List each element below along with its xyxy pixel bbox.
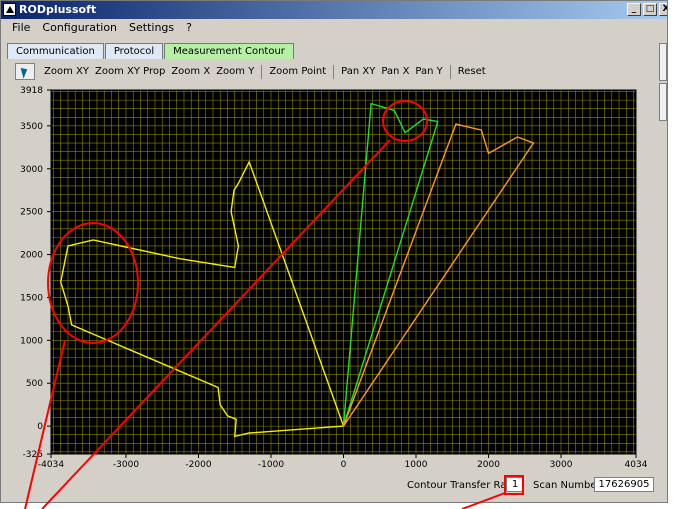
tab-communication[interactable]: Communication <box>7 43 104 59</box>
scan-number-value: 17626905 <box>594 477 654 492</box>
x-tick-label: 3000 <box>550 460 573 470</box>
x-tick-label: -1000 <box>258 460 284 470</box>
toolbar-separator <box>333 64 335 79</box>
menu-bar: File Configuration Settings ? <box>1 20 192 36</box>
y-tick-label: 3918 <box>20 86 43 96</box>
x-tick-label: -4034 <box>38 460 64 470</box>
side-tab-strip <box>659 43 667 123</box>
side-tab-contour[interactable] <box>659 83 667 121</box>
maximize-button[interactable]: □ <box>643 3 657 16</box>
contour-series-2 <box>342 123 535 427</box>
title-bar: RODplussoft _ □ X <box>1 1 667 19</box>
minimize-button[interactable]: _ <box>627 3 641 16</box>
status-bar: Contour Transfer Rate 1 Scan Number: 176… <box>1 475 667 497</box>
zoom-y-button[interactable]: Zoom Y <box>216 66 255 77</box>
transfer-rate-label: Contour Transfer Rate <box>407 480 517 491</box>
pan-x-button[interactable]: Pan X <box>381 66 410 77</box>
y-tick-label: 3000 <box>20 165 43 175</box>
x-tick-label: 2000 <box>477 460 500 470</box>
tab-protocol[interactable]: Protocol <box>104 43 164 59</box>
tab-strip: Communication Protocol Measurement Conto… <box>7 43 295 59</box>
x-tick-label: -3000 <box>113 460 139 470</box>
contour-plot-area[interactable]: -4034 -3000 -2000 -1000 0 1000 2000 3000 4034 391… <box>4 82 656 474</box>
y-tick-label: 500 <box>26 379 43 389</box>
x-tick-label: -2000 <box>185 460 211 470</box>
x-tick-label: 4034 <box>625 460 648 470</box>
y-tick-label: 3500 <box>20 122 43 132</box>
chart-toolbar: Zoom XY Zoom XY Prop Zoom X Zoom Y Zoom … <box>15 63 489 80</box>
y-tick-label: 1500 <box>20 293 43 303</box>
zoom-xy-button[interactable]: Zoom XY <box>44 66 89 77</box>
pan-xy-button[interactable]: Pan XY <box>341 66 376 77</box>
toolbar-separator <box>449 64 451 79</box>
x-tick-label: 1000 <box>405 460 428 470</box>
window-title: RODplussoft <box>19 3 97 16</box>
pan-y-button[interactable]: Pan Y <box>415 66 443 77</box>
window-controls: _ □ X <box>627 3 667 16</box>
zoom-point-button[interactable]: Zoom Point <box>269 66 327 77</box>
menu-help[interactable]: ? <box>186 21 192 34</box>
reset-button[interactable]: Reset <box>457 66 486 77</box>
y-tick-label: 2000 <box>20 251 43 261</box>
y-tick-label: -325 <box>23 450 43 460</box>
y-tick-label: 1000 <box>20 336 43 346</box>
y-tick-label: 0 <box>37 422 43 432</box>
tab-measurement-contour[interactable]: Measurement Contour <box>164 43 294 59</box>
menu-configuration[interactable]: Configuration <box>42 21 118 34</box>
pointer-arrow-icon[interactable] <box>15 63 35 80</box>
zoom-x-button[interactable]: Zoom X <box>171 66 211 77</box>
scan-number-label: Scan Number: <box>533 480 604 491</box>
toolbar-separator <box>261 64 263 79</box>
x-tick-label: 0 <box>341 460 347 470</box>
close-button[interactable]: X <box>659 3 667 16</box>
y-tick-label: 2500 <box>20 208 43 218</box>
transfer-rate-value: 1 <box>506 477 524 492</box>
side-tab-process-data[interactable] <box>659 43 667 81</box>
contour-chart[interactable]: -4034 -3000 -2000 -1000 0 1000 2000 3000 4034 391… <box>4 82 656 474</box>
menu-file[interactable]: File <box>12 21 31 34</box>
zoom-xy-prop-button[interactable]: Zoom XY Prop <box>94 66 166 77</box>
menu-settings[interactable]: Settings <box>129 21 175 34</box>
app-logo-icon <box>3 3 16 16</box>
